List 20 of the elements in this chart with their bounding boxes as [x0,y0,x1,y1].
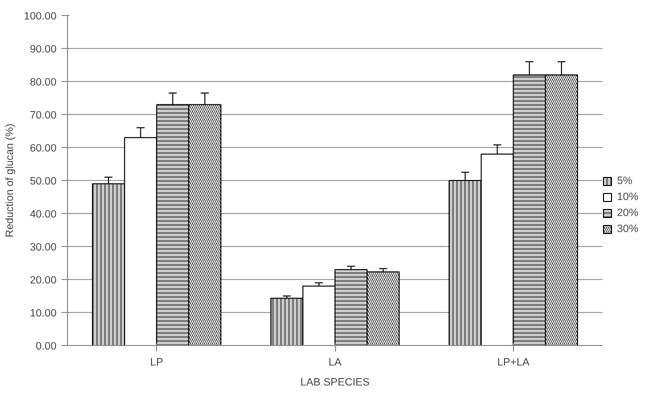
x-tick-label: LA [328,356,342,368]
x-tick-label: LP+LA [497,356,530,368]
x-axis-title: LAB SPECIES [300,376,370,388]
legend-label: 10% [617,191,638,203]
y-tick-label: 10.00 [30,308,57,320]
y-tick-label: 70.00 [30,110,57,122]
legend-label: 20% [617,207,638,219]
y-tick-label: 20.00 [30,274,57,286]
y-tick-label: 60.00 [30,142,57,154]
y-tick-label: 30.00 [30,242,57,254]
y-tick-label: 40.00 [30,208,57,220]
y-tick-label: 0.00 [36,340,57,352]
y-tick-label: 90.00 [30,44,57,56]
y-tick-label: 100.00 [24,10,57,22]
y-axis-title: Reduction of glucan (%) [4,124,16,238]
legend-label: 30% [617,223,638,235]
x-tick-label: LP [150,356,164,368]
y-tick-label: 50.00 [30,176,57,188]
y-tick-label: 80.00 [30,76,57,88]
legend-label: 5% [617,175,634,187]
